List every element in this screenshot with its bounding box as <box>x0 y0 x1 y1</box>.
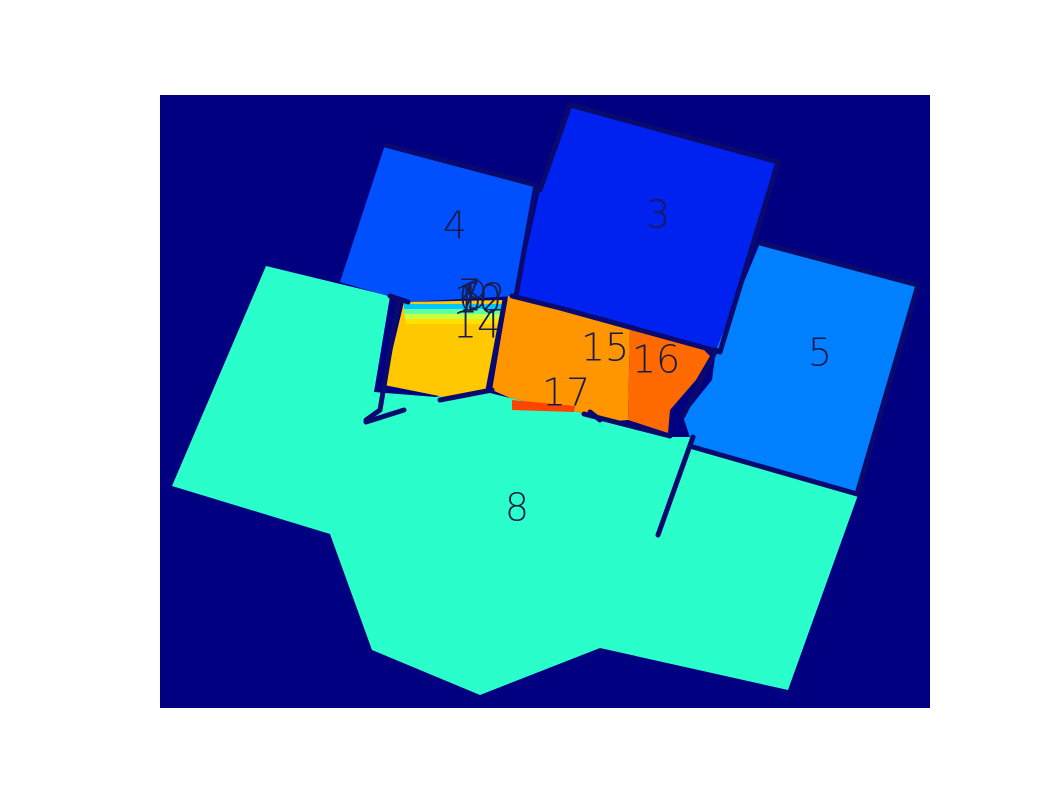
room-8-region <box>172 266 858 695</box>
room-5-region <box>683 243 918 494</box>
room-label-overlap: 10 <box>454 278 502 322</box>
wall-segment <box>537 101 782 355</box>
strip-band <box>404 304 504 309</box>
wall-segment <box>690 444 860 497</box>
wall-segment <box>513 182 539 299</box>
room-label-17: 17 <box>542 371 590 415</box>
wall-segment <box>382 142 539 188</box>
wall-segment <box>655 434 696 538</box>
wall-segment <box>363 299 401 423</box>
room-label-4: 4 <box>443 204 467 248</box>
room-label-15: 15 <box>581 326 629 370</box>
room-label-overlap: 9 <box>464 274 488 318</box>
room-16-region <box>628 328 710 433</box>
room-label-16: 16 <box>632 338 680 382</box>
room-15-region <box>492 296 630 422</box>
strip-band <box>405 319 503 324</box>
wall-segment <box>509 293 723 355</box>
wall-segment <box>757 240 922 497</box>
wall-segment <box>485 297 508 393</box>
wall-lines <box>363 101 922 538</box>
room-label-14: 14 <box>453 303 501 347</box>
wall-segment <box>587 409 603 423</box>
wall-segment <box>363 407 407 425</box>
wall-segment <box>437 387 495 403</box>
room-14-region <box>384 300 505 397</box>
room-label-5: 5 <box>808 331 832 375</box>
room-3-region <box>512 105 778 352</box>
room-14-color-strip <box>404 304 504 324</box>
wall-segment <box>387 293 411 305</box>
wall-segment <box>680 347 719 419</box>
room-label-overlap: 12 <box>458 276 506 320</box>
strip-band <box>405 314 503 319</box>
strip-band <box>404 309 504 314</box>
room-label-8: 8 <box>505 486 529 530</box>
room-label-overlap: 7 <box>458 272 482 316</box>
room-17-region <box>512 400 575 412</box>
room-4-region <box>340 145 536 302</box>
room-label-overlap: 6 <box>458 276 482 320</box>
room-label-3: 3 <box>646 193 670 237</box>
